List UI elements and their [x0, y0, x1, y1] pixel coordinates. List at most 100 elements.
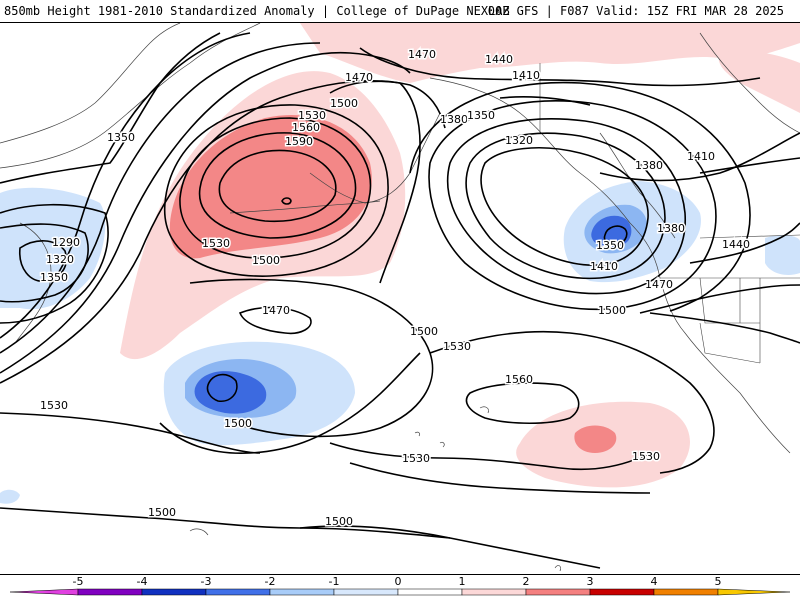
contour-label: 1500	[598, 304, 626, 317]
contour-1500-loop	[164, 104, 389, 277]
contour-label: 1350	[467, 109, 495, 122]
contour-1380-east	[599, 132, 800, 182]
contour-1530-central	[0, 412, 261, 454]
map-background	[0, 23, 800, 574]
colorbar-swatch	[141, 588, 207, 596]
contour-1560	[465, 382, 580, 425]
contour-label: 1530	[402, 452, 430, 465]
contour-label: 1440	[722, 238, 750, 251]
contour-label: 1470	[262, 304, 290, 317]
contour-1380-ne	[446, 118, 686, 295]
contour-1440-east	[689, 222, 800, 264]
anomaly-neg-sw	[0, 489, 20, 504]
anomaly-neg3-ne	[591, 215, 632, 249]
colorbar-tick-label: 0	[395, 575, 402, 588]
contour-label: 1350	[596, 239, 624, 252]
contour-label: 1500	[325, 515, 353, 528]
colorbar-swatch	[589, 588, 655, 596]
pressure-centers	[206, 197, 628, 403]
anomaly-pos2-gulf	[169, 115, 372, 259]
height-contours	[0, 32, 800, 569]
anomaly-shading	[0, 23, 800, 504]
model-run-info: 00Z GFS | F087 Valid: 15Z FRI MAR 28 202…	[487, 4, 784, 18]
weather-map-svg: 1470 1440 1410 1470 1500 1530 1560 1590 …	[0, 23, 800, 574]
contour-1410-north	[499, 96, 591, 106]
anomaly-pos-arctic	[300, 23, 800, 83]
colorbar-swatch	[461, 588, 527, 596]
anomaly-pos-east	[718, 51, 800, 113]
contour-labels: 1470 1440 1410 1470 1500 1530 1560 1590 …	[39, 47, 752, 530]
colorbar-tick-label: 5	[715, 575, 722, 588]
contour-label: 1350	[40, 271, 68, 284]
contour-label: 1290	[52, 236, 80, 249]
contour-label: 1470	[345, 71, 373, 84]
contour-1530-east	[429, 330, 715, 474]
contour-label: 1410	[687, 150, 715, 163]
colorbar-ticks: -5 -4 -3 -2 -1 0 1 2 3 4 5	[73, 575, 722, 588]
contour-label: 1530	[632, 450, 660, 463]
contour-label: 1500	[252, 254, 280, 267]
colorbar-swatch	[9, 588, 79, 596]
contour-1470-ridge	[0, 80, 421, 384]
anomaly-neg-west	[0, 187, 106, 310]
colorbar-tick-label: -1	[329, 575, 340, 588]
colorbar-swatch	[717, 588, 791, 596]
contour-1530-southeast	[349, 462, 651, 494]
contour-1410-ridge	[0, 42, 321, 354]
map-header: 850mb Height 1981-2010 Standardized Anom…	[0, 0, 800, 22]
colorbar-swatch	[77, 588, 143, 596]
contour-label: 1500	[330, 97, 358, 110]
contour-label: 1530	[443, 340, 471, 353]
contour-label: 1380	[635, 159, 663, 172]
map-title: 850mb Height 1981-2010 Standardized Anom…	[4, 4, 510, 18]
contour-1350-west	[0, 32, 221, 184]
anomaly-colorbar: -5 -4 -3 -2 -1 0 1 2 3 4 5	[0, 575, 800, 600]
colorbar-tick-label: 1	[459, 575, 466, 588]
colorbar-tick-label: -2	[265, 575, 276, 588]
contour-1500-bottom2	[299, 525, 601, 569]
contour-label: 1530	[202, 237, 230, 250]
colorbar-tick-label: 4	[651, 575, 658, 588]
contour-1500-south	[159, 352, 421, 455]
contour-1290-west	[19, 240, 67, 282]
colorbar-tick-label: 2	[523, 575, 530, 588]
contour-label: 1560	[505, 373, 533, 386]
colorbar-tick-label: 3	[587, 575, 594, 588]
colorbar-swatch	[269, 588, 335, 596]
contour-1440-ridge	[0, 51, 411, 374]
contour-1440-north	[359, 47, 761, 87]
colorbar-tick-label: -3	[201, 575, 212, 588]
contour-1560	[198, 132, 357, 239]
contour-1500-bottom	[0, 507, 451, 539]
high-center-ring	[281, 197, 292, 205]
colorbar-swatch	[525, 588, 591, 596]
colorbar-tick-label: -5	[73, 575, 84, 588]
contour-label: 1530	[40, 399, 68, 412]
contour-1500-north	[329, 80, 446, 129]
contour-label: 1590	[285, 135, 313, 148]
contour-1530-high	[179, 117, 372, 259]
contour-1320-ne	[480, 147, 649, 266]
contour-label: 1320	[505, 134, 533, 147]
contour-label: 1500	[410, 325, 438, 338]
contour-1590	[218, 149, 337, 223]
contour-1500-east	[649, 312, 800, 344]
colorbar-swatch	[653, 588, 719, 596]
contour-label: 1470	[408, 48, 436, 61]
contour-label: 1500	[224, 417, 252, 430]
contour-label: 1530	[298, 109, 326, 122]
contour-label: 1380	[440, 113, 468, 126]
contour-label: 1410	[590, 260, 618, 273]
contour-1350-west-loop	[0, 203, 109, 324]
contour-label: 1410	[512, 69, 540, 82]
contour-label: 1560	[292, 121, 320, 134]
contour-1410-east	[699, 157, 800, 174]
contour-1530-southwest	[329, 442, 651, 471]
anomaly-neg-east	[765, 235, 800, 275]
contour-label: 1470	[645, 278, 673, 291]
contour-1350-ne	[465, 132, 666, 280]
low-center-ring-central	[206, 373, 238, 403]
contour-label: 1380	[657, 222, 685, 235]
contour-1380-ridge	[0, 32, 251, 339]
contour-label: 1320	[46, 253, 74, 266]
